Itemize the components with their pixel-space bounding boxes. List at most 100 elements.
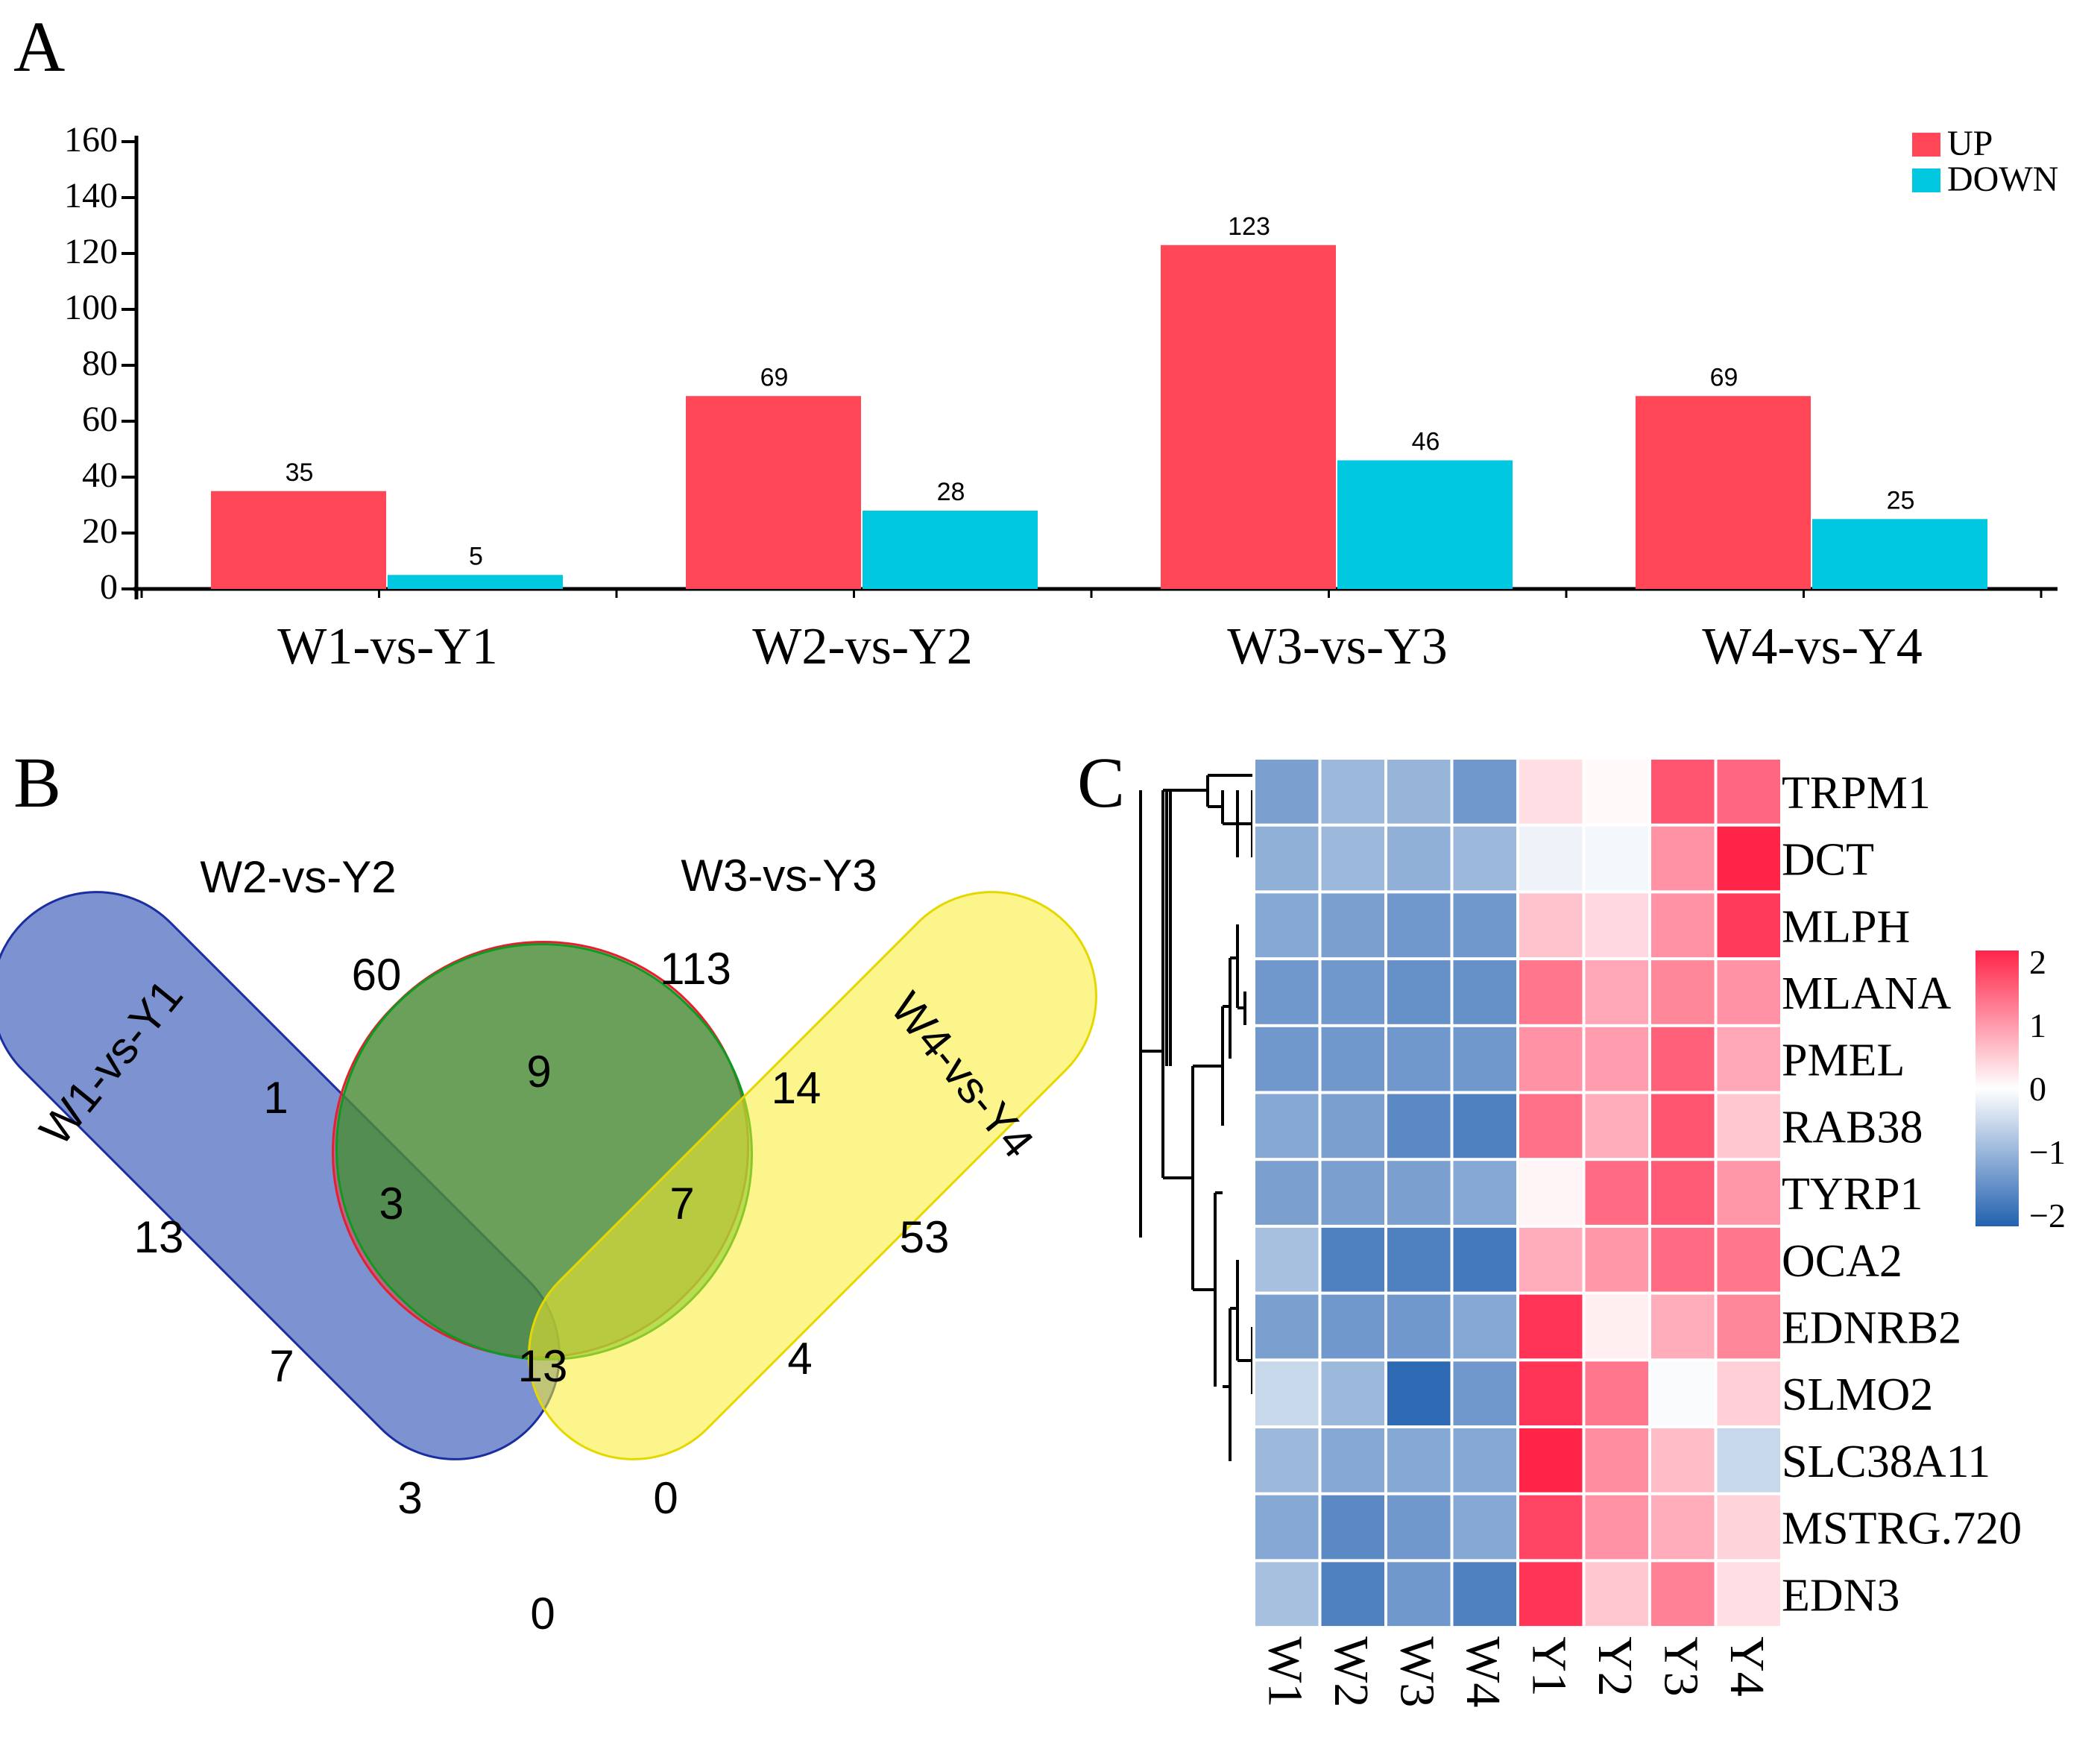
- color-scale: 2 1 0 −1 −2: [1976, 943, 2066, 1235]
- heatmap-cell: [1255, 1428, 1319, 1492]
- heatmap-cell: [1387, 960, 1451, 1024]
- heatmap-cell: [1321, 960, 1384, 1024]
- venn-region-all: 13: [518, 1341, 568, 1391]
- panel-b-label: B: [13, 743, 61, 822]
- row-label: PMEL: [1782, 1035, 1905, 1086]
- heatmap-cell: [1255, 826, 1319, 891]
- heatmap: TRPM1 DCT MLPH MLANA PMEL RAB38 TYRP1 OCA2 EDNRB…: [1139, 757, 2066, 1707]
- heatmap-cell: [1585, 826, 1648, 891]
- venn-diagram: W2-vs-Y2 W3-vs-Y3 W1-vs-Y1 W4-vs-Y4 13 6…: [0, 851, 1097, 1639]
- heatmap-cell: [1387, 1027, 1451, 1091]
- heatmap-cell: [1717, 1562, 1780, 1627]
- heatmap-cell: [1585, 1027, 1648, 1091]
- row-label: EDN3: [1782, 1570, 1899, 1621]
- heatmap-cell: [1255, 1495, 1319, 1560]
- heatmap-cell: [1717, 893, 1780, 958]
- y-tick-label: 20: [82, 511, 118, 551]
- scale-tick-label: 2: [2029, 943, 2046, 981]
- heatmap-cell: [1255, 1094, 1319, 1158]
- row-label: SLMO2: [1782, 1369, 1933, 1420]
- heatmap-cell: [1519, 1161, 1583, 1225]
- heatmap-cell: [1651, 1161, 1715, 1225]
- heatmap-cell: [1717, 826, 1780, 891]
- heatmap-cell: [1651, 826, 1715, 891]
- bar-value-label: 69: [1710, 363, 1738, 391]
- heatmap-cell: [1585, 760, 1648, 824]
- venn-region-w1-w2-w4: 0: [653, 1473, 678, 1523]
- heatmap-cell: [1321, 1027, 1384, 1091]
- heatmap-cell: [1651, 1495, 1715, 1560]
- row-label: TRPM1: [1782, 768, 1931, 819]
- row-label: EDNRB2: [1782, 1302, 1961, 1353]
- heatmap-cell: [1717, 1361, 1780, 1425]
- heatmap-cell: [1453, 1027, 1516, 1091]
- y-tick-label: 40: [82, 455, 118, 495]
- heatmap-cell: [1651, 1562, 1715, 1627]
- legend-swatch-down: [1912, 168, 1940, 192]
- heatmap-cell: [1321, 893, 1384, 958]
- venn-label-w2: W2-vs-Y2: [200, 852, 396, 902]
- heatmap-cell: [1321, 1294, 1384, 1359]
- column-label: W4: [1456, 1636, 1510, 1707]
- heatmap-cell: [1519, 960, 1583, 1024]
- column-label: Y1: [1522, 1636, 1576, 1697]
- heatmap-cell: [1519, 826, 1583, 891]
- heatmap-cell: [1519, 1361, 1583, 1425]
- heatmap-cell: [1453, 826, 1516, 891]
- heatmap-cell: [1321, 1495, 1384, 1560]
- row-label: TYRP1: [1782, 1169, 1923, 1220]
- color-scale-bar: [1976, 951, 2019, 1226]
- heatmap-cell: [1387, 760, 1451, 824]
- heatmap-cell: [1387, 1161, 1451, 1225]
- heatmap-cell: [1453, 960, 1516, 1024]
- heatmap-cell: [1255, 1294, 1319, 1359]
- scale-tick-label: 0: [2029, 1070, 2046, 1108]
- bar-down: [863, 511, 1038, 589]
- y-tick-label: 120: [64, 232, 118, 271]
- heatmap-cell: [1255, 960, 1319, 1024]
- scale-tick-label: −1: [2029, 1133, 2066, 1171]
- heatmap-cell: [1255, 1562, 1319, 1627]
- heatmap-cell: [1519, 1094, 1583, 1158]
- heatmap-cell: [1321, 1361, 1384, 1425]
- heatmap-cell: [1387, 1094, 1451, 1158]
- heatmap-cell: [1519, 1562, 1583, 1627]
- column-label: W2: [1324, 1636, 1378, 1707]
- venn-region-w2-w3: 9: [526, 1047, 551, 1097]
- legend-label: DOWN: [1947, 160, 2058, 199]
- bar-down: [388, 575, 563, 589]
- heatmap-cell: [1519, 1294, 1583, 1359]
- row-label: DCT: [1782, 835, 1874, 886]
- heatmap-cell: [1453, 1227, 1516, 1292]
- heatmap-cell: [1321, 1227, 1384, 1292]
- heatmap-cell: [1387, 1562, 1451, 1627]
- heatmap-cell: [1453, 1094, 1516, 1158]
- heatmap-cell: [1651, 960, 1715, 1024]
- bar-up: [1161, 245, 1336, 589]
- heatmap-cell: [1717, 1495, 1780, 1560]
- heatmap-cell: [1255, 760, 1319, 824]
- heatmap-cell: [1387, 893, 1451, 958]
- bar-value-label: 46: [1412, 428, 1440, 456]
- panel-a-label: A: [13, 7, 65, 86]
- heatmap-cell: [1585, 1562, 1648, 1627]
- venn-region-w3-w4: 14: [772, 1063, 822, 1113]
- heatmap-cell: [1321, 1562, 1384, 1627]
- heatmap-cell: [1519, 893, 1583, 958]
- bar-up: [1636, 396, 1811, 589]
- bar-value-label: 69: [760, 363, 789, 391]
- legend-swatch-up: [1912, 133, 1940, 157]
- heatmap-cell: [1255, 1227, 1319, 1292]
- bar-chart: 0 20 40 60 80 100 120 140 160 35 5 W1-vs-Y1 69 28 W2-…: [64, 120, 2058, 675]
- heatmap-cell: [1255, 1027, 1319, 1091]
- row-label: MLPH: [1782, 901, 1910, 952]
- heatmap-cell: [1387, 1428, 1451, 1492]
- heatmap-cell: [1717, 1094, 1780, 1158]
- heatmap-cell: [1387, 1227, 1451, 1292]
- venn-region-w2-only: 60: [352, 950, 402, 1000]
- heatmap-cell: [1453, 1294, 1516, 1359]
- venn-region-w2-w3-w4: 7: [669, 1179, 694, 1229]
- bar-down: [1812, 519, 1987, 589]
- heatmap-cell: [1453, 760, 1516, 824]
- y-tick-label: 100: [64, 288, 118, 327]
